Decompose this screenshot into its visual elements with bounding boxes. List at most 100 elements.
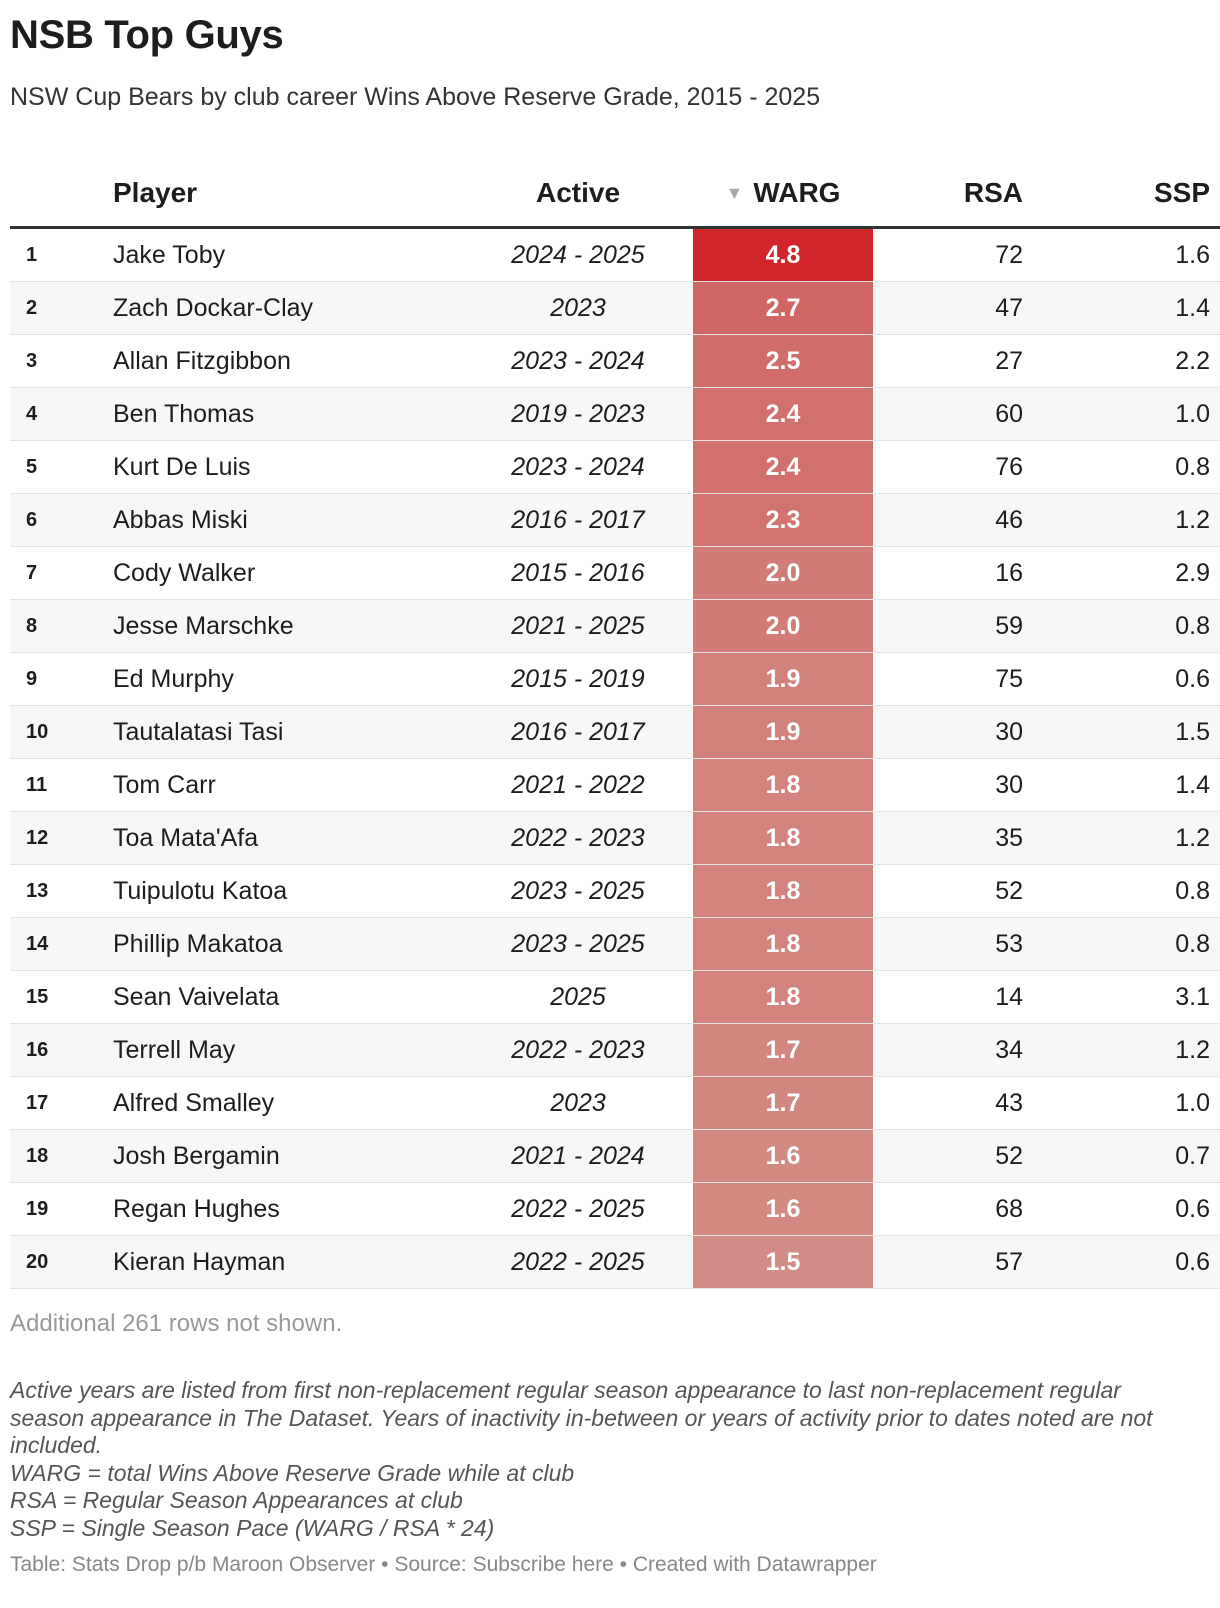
cell-warg: 2.4 <box>693 387 873 441</box>
cell-rsa: 59 <box>873 599 1023 653</box>
cell-active: 2023 - 2024 <box>463 334 693 388</box>
cell-warg: 1.5 <box>693 1235 873 1289</box>
cell-player: Ben Thomas <box>113 387 463 441</box>
cell-rank: 17 <box>10 1076 113 1130</box>
cell-rank: 20 <box>10 1235 113 1289</box>
cell-rank: 4 <box>10 387 113 441</box>
table-row: 15 Sean Vaivelata 2025 1.8 14 3.1 <box>10 970 1220 1024</box>
table-row: 10 Tautalatasi Tasi 2016 - 2017 1.9 30 1.5 <box>10 705 1220 759</box>
table-row: 5 Kurt De Luis 2023 - 2024 2.4 76 0.8 <box>10 440 1220 494</box>
cell-active: 2022 - 2023 <box>463 1023 693 1077</box>
cell-ssp: 0.6 <box>1023 1235 1220 1289</box>
cell-rsa: 27 <box>873 334 1023 388</box>
cell-player: Jake Toby <box>113 227 463 282</box>
table-row: 20 Kieran Hayman 2022 - 2025 1.5 57 0.6 <box>10 1235 1220 1289</box>
cell-player: Zach Dockar-Clay <box>113 281 463 335</box>
cell-active: 2016 - 2017 <box>463 493 693 547</box>
cell-rsa: 35 <box>873 811 1023 865</box>
header-warg-label: WARG <box>753 177 841 208</box>
table-row: 1 Jake Toby 2024 - 2025 4.8 72 1.6 <box>10 227 1220 282</box>
cell-rank: 6 <box>10 493 113 547</box>
cell-warg: 1.8 <box>693 811 873 865</box>
table-chart: NSB Top Guys NSW Cup Bears by club caree… <box>10 0 1220 1578</box>
table-row: 8 Jesse Marschke 2021 - 2025 2.0 59 0.8 <box>10 599 1220 653</box>
cell-ssp: 1.2 <box>1023 1023 1220 1077</box>
header-warg[interactable]: ▼ WARG <box>693 160 873 229</box>
table-row: 18 Josh Bergamin 2021 - 2024 1.6 52 0.7 <box>10 1129 1220 1183</box>
header-active-label: Active <box>535 177 621 208</box>
cell-rank: 14 <box>10 917 113 971</box>
cell-rsa: 72 <box>873 227 1023 282</box>
cell-ssp: 1.2 <box>1023 811 1220 865</box>
cell-ssp: 1.4 <box>1023 758 1220 812</box>
cell-active: 2023 <box>463 1076 693 1130</box>
cell-rsa: 75 <box>873 652 1023 706</box>
cell-rsa: 30 <box>873 705 1023 759</box>
data-table: Player Active ▼ WARG RSA SSP 1 Jake Toby 20… <box>10 160 1220 1289</box>
cell-player: Cody Walker <box>113 546 463 600</box>
cell-active: 2016 - 2017 <box>463 705 693 759</box>
cell-rsa: 57 <box>873 1235 1023 1289</box>
cell-warg: 2.7 <box>693 281 873 335</box>
cell-warg: 1.7 <box>693 1023 873 1077</box>
cell-rsa: 60 <box>873 387 1023 441</box>
cell-rsa: 47 <box>873 281 1023 335</box>
header-active[interactable]: Active <box>463 160 693 229</box>
cell-active: 2022 - 2025 <box>463 1235 693 1289</box>
cell-player: Ed Murphy <box>113 652 463 706</box>
cell-ssp: 0.8 <box>1023 864 1220 918</box>
cell-ssp: 0.6 <box>1023 1182 1220 1236</box>
header-rank <box>10 160 113 229</box>
header-rsa[interactable]: RSA <box>873 160 1023 229</box>
cell-player: Toa Mata'Afa <box>113 811 463 865</box>
cell-ssp: 2.2 <box>1023 334 1220 388</box>
cell-rsa: 52 <box>873 864 1023 918</box>
table-row: 6 Abbas Miski 2016 - 2017 2.3 46 1.2 <box>10 493 1220 547</box>
cell-rank: 10 <box>10 705 113 759</box>
table-header-row: Player Active ▼ WARG RSA SSP <box>10 160 1220 229</box>
cell-warg: 1.6 <box>693 1129 873 1183</box>
cell-rank: 13 <box>10 864 113 918</box>
cell-active: 2021 - 2022 <box>463 758 693 812</box>
header-ssp[interactable]: SSP <box>1023 160 1220 229</box>
cell-rank: 1 <box>10 227 113 282</box>
cell-rank: 15 <box>10 970 113 1024</box>
cell-active: 2025 <box>463 970 693 1024</box>
table-row: 19 Regan Hughes 2022 - 2025 1.6 68 0.6 <box>10 1182 1220 1236</box>
cell-active: 2015 - 2016 <box>463 546 693 600</box>
table-row: 2 Zach Dockar-Clay 2023 2.7 47 1.4 <box>10 281 1220 335</box>
cell-ssp: 3.1 <box>1023 970 1220 1024</box>
cell-rsa: 68 <box>873 1182 1023 1236</box>
cell-ssp: 0.6 <box>1023 652 1220 706</box>
table-row: 13 Tuipulotu Katoa 2023 - 2025 1.8 52 0.8 <box>10 864 1220 918</box>
cell-rank: 11 <box>10 758 113 812</box>
table-row: 11 Tom Carr 2021 - 2022 1.8 30 1.4 <box>10 758 1220 812</box>
cell-rank: 2 <box>10 281 113 335</box>
cell-player: Jesse Marschke <box>113 599 463 653</box>
cell-rsa: 43 <box>873 1076 1023 1130</box>
cell-rank: 19 <box>10 1182 113 1236</box>
cell-warg: 2.5 <box>693 334 873 388</box>
cell-rsa: 46 <box>873 493 1023 547</box>
cell-warg: 1.8 <box>693 758 873 812</box>
cell-player: Terrell May <box>113 1023 463 1077</box>
cell-active: 2023 - 2024 <box>463 440 693 494</box>
cell-player: Alfred Smalley <box>113 1076 463 1130</box>
cell-warg: 1.9 <box>693 652 873 706</box>
cell-active: 2023 - 2025 <box>463 917 693 971</box>
cell-rsa: 16 <box>873 546 1023 600</box>
header-player[interactable]: Player <box>113 160 463 229</box>
cell-warg: 2.3 <box>693 493 873 547</box>
cell-player: Tuipulotu Katoa <box>113 864 463 918</box>
cell-active: 2021 - 2024 <box>463 1129 693 1183</box>
cell-active: 2023 <box>463 281 693 335</box>
cell-ssp: 1.2 <box>1023 493 1220 547</box>
cell-ssp: 0.8 <box>1023 440 1220 494</box>
cell-rank: 9 <box>10 652 113 706</box>
cell-rsa: 34 <box>873 1023 1023 1077</box>
cell-warg: 1.8 <box>693 917 873 971</box>
cell-active: 2022 - 2025 <box>463 1182 693 1236</box>
cell-ssp: 1.5 <box>1023 705 1220 759</box>
cell-rsa: 14 <box>873 970 1023 1024</box>
cell-warg: 2.0 <box>693 546 873 600</box>
